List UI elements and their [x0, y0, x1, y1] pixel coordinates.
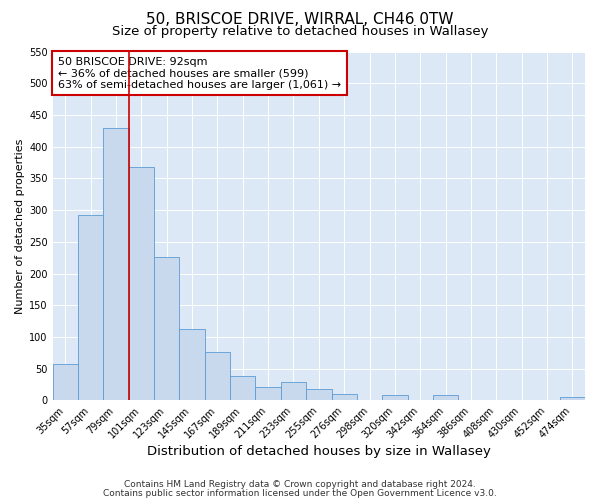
Bar — [53, 364, 78, 400]
Text: Size of property relative to detached houses in Wallasey: Size of property relative to detached ho… — [112, 25, 488, 38]
Bar — [332, 394, 357, 400]
Bar — [230, 376, 256, 400]
Bar — [129, 167, 154, 400]
Bar — [281, 382, 306, 400]
Bar — [154, 257, 179, 400]
Bar — [560, 398, 585, 400]
Bar — [433, 395, 458, 400]
Bar — [306, 389, 332, 400]
Bar — [179, 329, 205, 400]
Text: 50, BRISCOE DRIVE, WIRRAL, CH46 0TW: 50, BRISCOE DRIVE, WIRRAL, CH46 0TW — [146, 12, 454, 28]
Text: 50 BRISCOE DRIVE: 92sqm
← 36% of detached houses are smaller (599)
63% of semi-d: 50 BRISCOE DRIVE: 92sqm ← 36% of detache… — [58, 56, 341, 90]
Text: Contains public sector information licensed under the Open Government Licence v3: Contains public sector information licen… — [103, 489, 497, 498]
Text: Contains HM Land Registry data © Crown copyright and database right 2024.: Contains HM Land Registry data © Crown c… — [124, 480, 476, 489]
Bar — [205, 352, 230, 401]
Bar — [78, 214, 103, 400]
Bar — [103, 128, 129, 400]
Bar — [256, 387, 281, 400]
Y-axis label: Number of detached properties: Number of detached properties — [15, 138, 25, 314]
X-axis label: Distribution of detached houses by size in Wallasey: Distribution of detached houses by size … — [147, 444, 491, 458]
Bar — [382, 395, 407, 400]
